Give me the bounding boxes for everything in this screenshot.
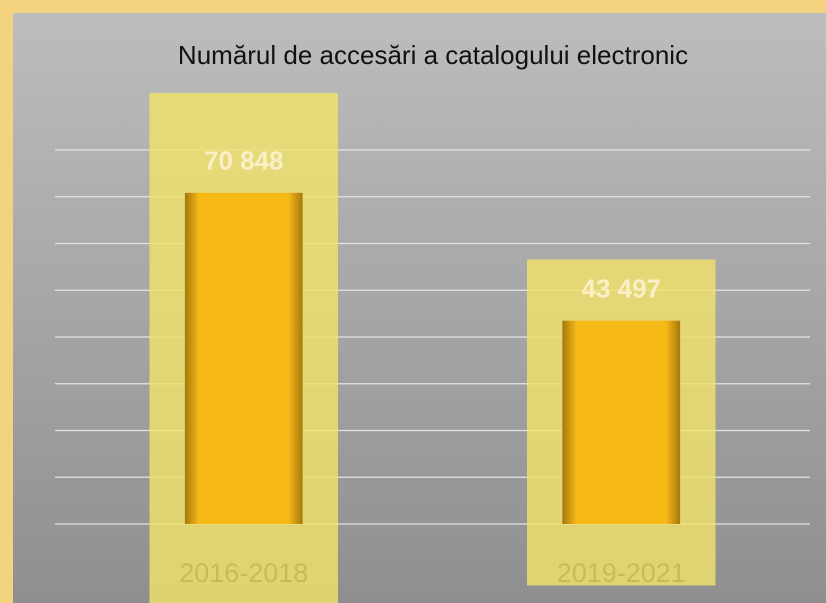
bar — [184, 192, 303, 525]
chart-title: Numărul de accesări a catalogului electr… — [177, 40, 689, 70]
x-tick-label: 2019-2021 — [557, 558, 686, 588]
bar — [562, 320, 681, 524]
panel — [13, 13, 826, 603]
value-label: 70 848 — [204, 146, 284, 176]
x-tick-label: 2016-2018 — [179, 558, 308, 588]
value-label: 43 497 — [581, 274, 661, 304]
